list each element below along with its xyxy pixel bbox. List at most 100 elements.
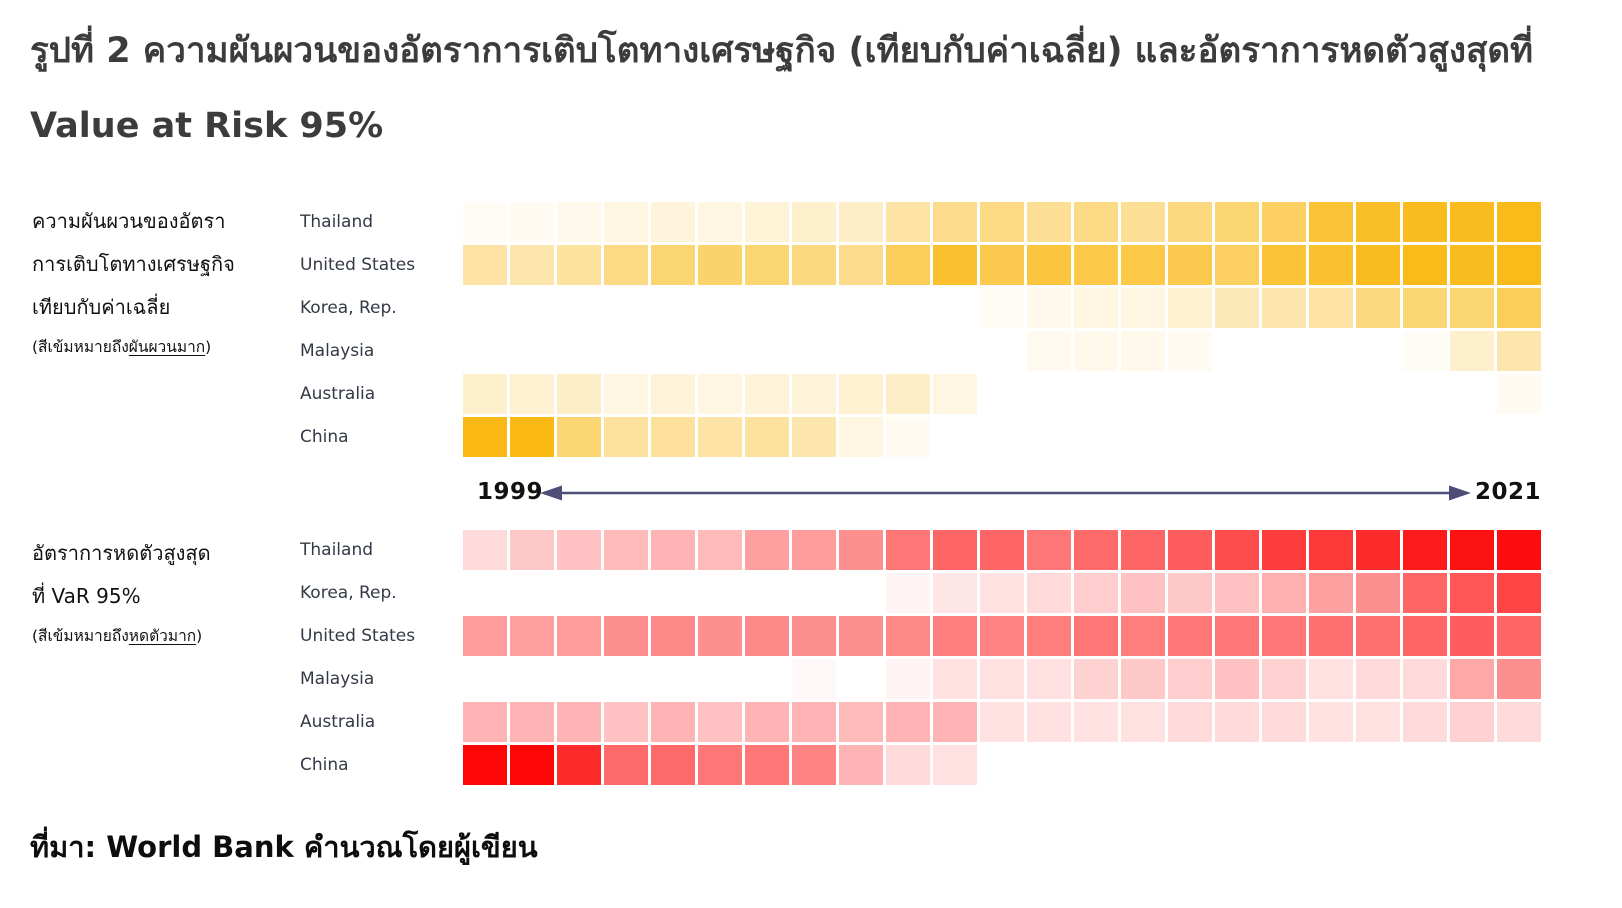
heatmap-cell	[1168, 573, 1212, 613]
heatmap-cell	[557, 616, 601, 656]
heatmap-cell	[1215, 245, 1259, 285]
timeline-start-year: 1999	[477, 479, 544, 505]
heatmap-cell	[1121, 331, 1165, 371]
heatmap-cell	[1027, 616, 1071, 656]
heatmap-cell	[510, 417, 554, 457]
heatmap-cell	[651, 331, 695, 371]
heatmap-cell	[1121, 573, 1165, 613]
heatmap-cell	[1356, 745, 1400, 785]
heatmap-cell	[792, 702, 836, 742]
row-label: China	[300, 755, 349, 775]
heatmap-cell	[745, 374, 789, 414]
heatmap-cell	[1215, 702, 1259, 742]
volatility-note-underlined: ผันผวนมาก	[128, 338, 206, 356]
heatmap-cell	[604, 530, 648, 570]
heatmap-cell	[839, 659, 883, 699]
heatmap-cell	[1309, 288, 1353, 328]
heatmap-cell	[1074, 702, 1118, 742]
heatmap-cell	[698, 374, 742, 414]
heatmap-cell	[557, 702, 601, 742]
heatmap-cell	[886, 573, 930, 613]
heatmap-cell	[698, 331, 742, 371]
heatmap-cell	[1450, 288, 1494, 328]
timeline-double-arrow-icon	[540, 485, 1471, 501]
heatmap-cell	[792, 659, 836, 699]
heatmap-cell	[1168, 245, 1212, 285]
heatmap-cell	[1497, 745, 1541, 785]
heatmap-cell	[792, 573, 836, 613]
timeline-axis: 1999 2021	[463, 477, 1541, 509]
heatmap-cell	[1309, 745, 1353, 785]
heatmap-cell	[1262, 374, 1306, 414]
volatility-heatmap-grid	[463, 202, 1541, 457]
heatmap-cell	[1356, 530, 1400, 570]
heatmap-cell	[839, 616, 883, 656]
heatmap-cell	[839, 202, 883, 242]
heatmap-cell	[745, 573, 789, 613]
heatmap-cell	[933, 659, 977, 699]
heatmap-cell	[1309, 202, 1353, 242]
heatmap-cell	[1403, 659, 1447, 699]
heatmap-cell	[510, 745, 554, 785]
heatmap-cell	[1215, 331, 1259, 371]
heatmap-cell	[980, 331, 1024, 371]
heatmap-cell	[1215, 616, 1259, 656]
var-color-note: (สีเข้มหมายถึงหดตัวมาก)	[32, 627, 203, 645]
heatmap-cell	[792, 331, 836, 371]
heatmap-cell	[1403, 417, 1447, 457]
heatmap-cell	[1403, 745, 1447, 785]
heatmap-cell	[980, 659, 1024, 699]
heatmap-cell	[698, 417, 742, 457]
heatmap-cell	[1215, 417, 1259, 457]
heatmap-cell	[557, 573, 601, 613]
heatmap-cell	[980, 530, 1024, 570]
heatmap-cell	[698, 616, 742, 656]
heatmap-cell	[745, 417, 789, 457]
heatmap-cell	[933, 616, 977, 656]
heatmap-cell	[933, 573, 977, 613]
var-description: อัตราการหดตัวสูงสุด ที่ VaR 95% (สีเข้มห…	[32, 532, 282, 654]
heatmap-cell	[557, 417, 601, 457]
heatmap-cell	[1168, 202, 1212, 242]
heatmap-cell	[792, 202, 836, 242]
heatmap-cell	[980, 245, 1024, 285]
heatmap-cell	[604, 288, 648, 328]
heatmap-cell	[1403, 573, 1447, 613]
heatmap-cell	[651, 530, 695, 570]
heatmap-cell	[886, 288, 930, 328]
heatmap-cell	[745, 530, 789, 570]
heatmap-cell	[1168, 616, 1212, 656]
heatmap-cell	[1309, 417, 1353, 457]
heatmap-cell	[1403, 374, 1447, 414]
heatmap-cell	[745, 331, 789, 371]
row-label: Malaysia	[300, 341, 375, 361]
heatmap-cell	[1215, 374, 1259, 414]
heatmap-cell	[463, 702, 507, 742]
heatmap-cell	[1497, 702, 1541, 742]
heatmap-cell	[1309, 331, 1353, 371]
heatmap-cell	[651, 573, 695, 613]
heatmap-cell	[1074, 616, 1118, 656]
heatmap-cell	[1215, 202, 1259, 242]
heatmap-cell	[1497, 331, 1541, 371]
heatmap-cell	[1074, 417, 1118, 457]
heatmap-cell	[839, 745, 883, 785]
heatmap-cell	[1356, 573, 1400, 613]
heatmap-cell	[1497, 417, 1541, 457]
heatmap-cell	[886, 374, 930, 414]
heatmap-cell	[698, 288, 742, 328]
heatmap-cell	[1168, 530, 1212, 570]
heatmap-cell	[1027, 417, 1071, 457]
heatmap-cell	[1074, 374, 1118, 414]
heatmap-cell	[1027, 745, 1071, 785]
heatmap-cell	[1450, 331, 1494, 371]
heatmap-cell	[1262, 659, 1306, 699]
heatmap-cell	[886, 659, 930, 699]
heatmap-cell	[1215, 573, 1259, 613]
heatmap-cell	[792, 374, 836, 414]
heatmap-cell	[1121, 374, 1165, 414]
heatmap-cell	[557, 202, 601, 242]
heatmap-cell	[745, 245, 789, 285]
heatmap-cell	[1168, 374, 1212, 414]
heatmap-cell	[839, 530, 883, 570]
